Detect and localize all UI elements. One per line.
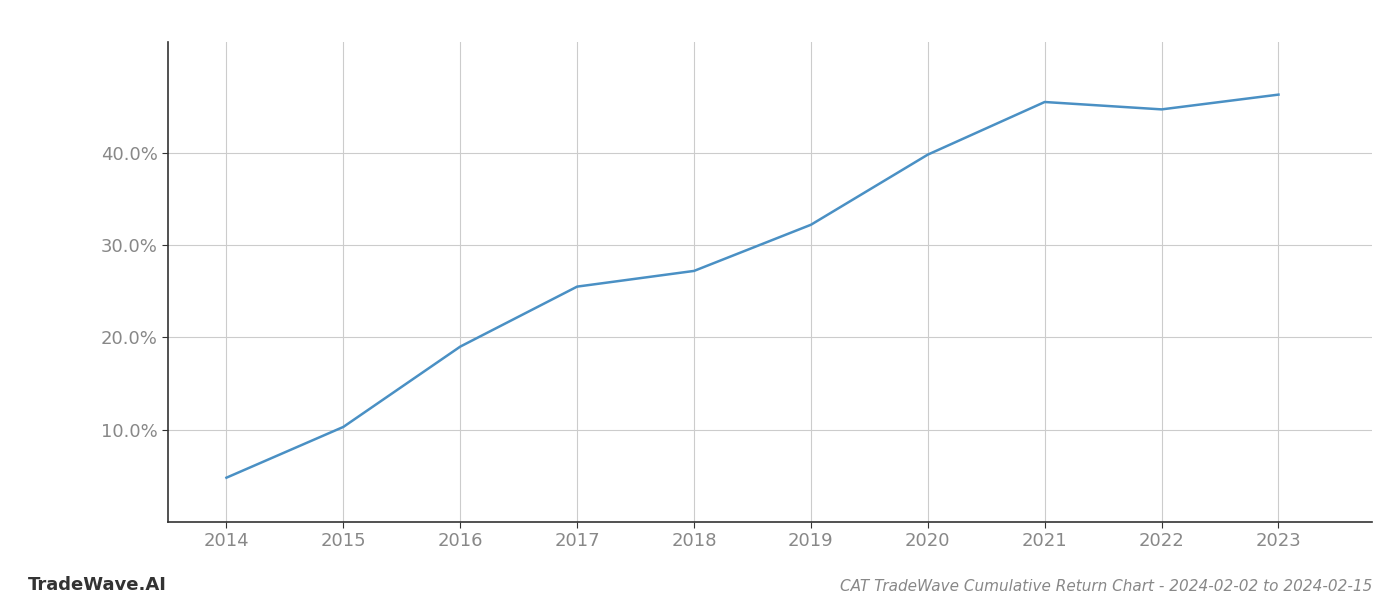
Text: CAT TradeWave Cumulative Return Chart - 2024-02-02 to 2024-02-15: CAT TradeWave Cumulative Return Chart - … (840, 579, 1372, 594)
Text: TradeWave.AI: TradeWave.AI (28, 576, 167, 594)
